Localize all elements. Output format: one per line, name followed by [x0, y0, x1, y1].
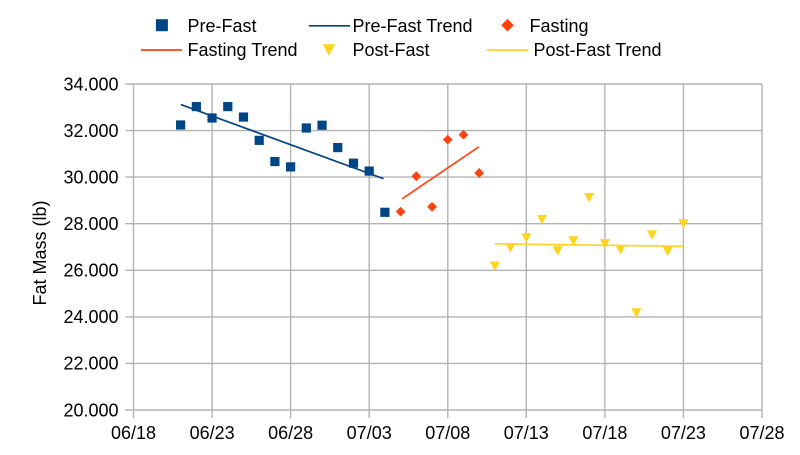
svg-text:Post-Fast Trend: Post-Fast Trend: [534, 40, 662, 60]
svg-text:07/28: 07/28: [739, 423, 784, 443]
svg-text:22.000: 22.000: [63, 354, 118, 374]
svg-text:Fat Mass (lb): Fat Mass (lb): [30, 200, 50, 305]
svg-text:Post-Fast: Post-Fast: [353, 40, 430, 60]
svg-text:06/23: 06/23: [190, 423, 235, 443]
svg-text:Fasting Trend: Fasting Trend: [188, 40, 298, 60]
svg-text:20.000: 20.000: [63, 400, 118, 420]
svg-text:07/08: 07/08: [425, 423, 470, 443]
svg-text:07/13: 07/13: [504, 423, 549, 443]
svg-text:28.000: 28.000: [63, 214, 118, 234]
svg-text:24.000: 24.000: [63, 307, 118, 327]
svg-text:30.000: 30.000: [63, 167, 118, 187]
svg-text:06/18: 06/18: [111, 423, 156, 443]
svg-text:06/28: 06/28: [268, 423, 313, 443]
svg-text:32.000: 32.000: [63, 121, 118, 141]
svg-text:07/23: 07/23: [661, 423, 706, 443]
svg-text:34.000: 34.000: [63, 74, 118, 94]
svg-text:07/03: 07/03: [347, 423, 392, 443]
svg-text:Pre-Fast: Pre-Fast: [188, 16, 257, 36]
svg-text:07/18: 07/18: [582, 423, 627, 443]
svg-text:Pre-Fast Trend: Pre-Fast Trend: [353, 16, 473, 36]
svg-text:26.000: 26.000: [63, 261, 118, 281]
svg-text:Fasting: Fasting: [530, 16, 589, 36]
